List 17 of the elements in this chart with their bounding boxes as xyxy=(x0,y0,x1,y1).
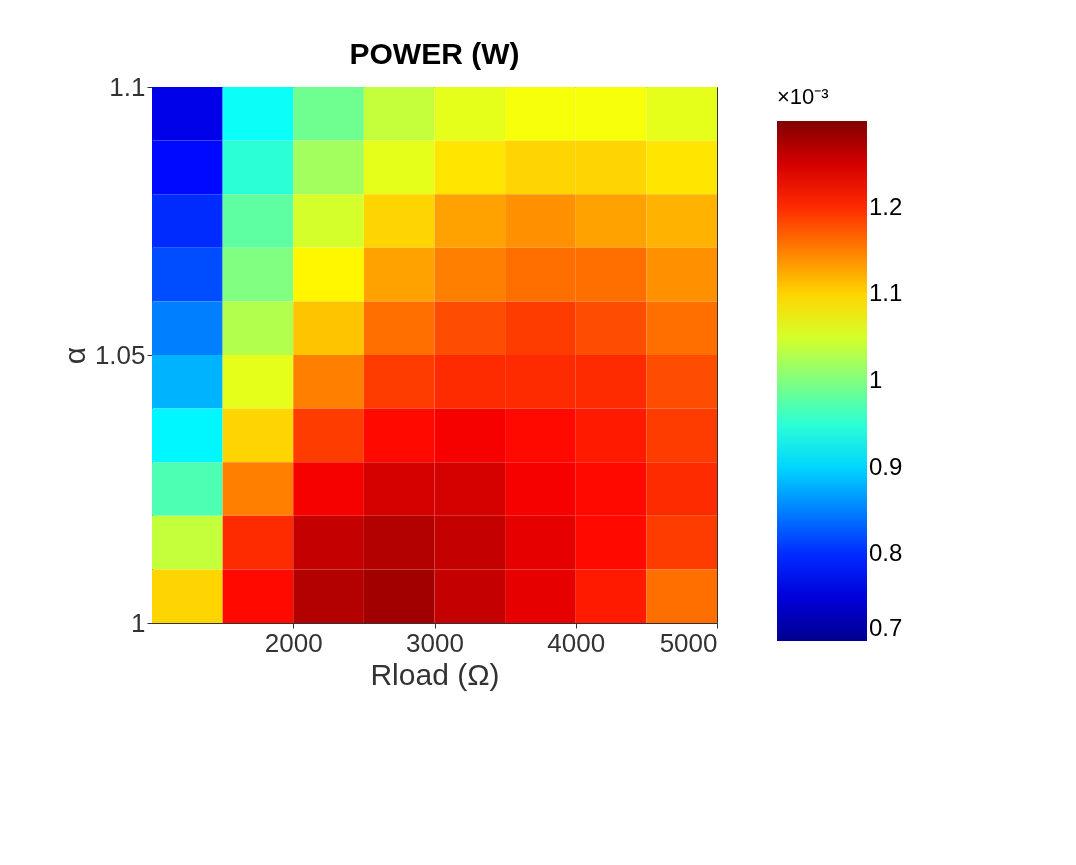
color-bar-label: 1.1 xyxy=(869,279,903,307)
x-tick-label: 5000 xyxy=(659,627,718,658)
y-tick-label: 1.1 xyxy=(109,71,146,102)
x-tick-label: 4000 xyxy=(547,627,606,658)
color-bar-label: 0.7 xyxy=(869,614,903,641)
x-tick-label: 2000 xyxy=(264,627,323,658)
x-tick-label: 3000 xyxy=(406,627,464,658)
color-bar-label: 0.8 xyxy=(869,539,903,567)
y-axis-title: α xyxy=(57,346,91,365)
y-tick-label: 1.05 xyxy=(94,339,146,370)
color-bar-label: 1 xyxy=(869,366,883,393)
color-bar-label: 1.2 xyxy=(869,192,903,220)
color-bar-label: 0.9 xyxy=(869,452,903,480)
x-axis-title: Rload (Ω) xyxy=(370,657,500,691)
y-tick-label: 1 xyxy=(131,607,146,638)
color-bar-title: ×10⁻³ xyxy=(777,84,829,109)
chart-title: POWER (W) xyxy=(349,37,520,70)
